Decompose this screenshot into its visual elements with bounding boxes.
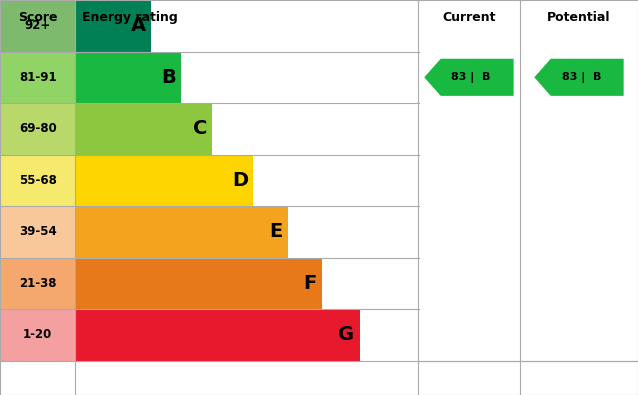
Bar [75,154,253,206]
Text: 21-38: 21-38 [19,277,56,290]
Bar [0,206,75,258]
Text: 69-80: 69-80 [19,122,57,135]
Text: E: E [269,222,283,241]
Text: C: C [193,119,207,138]
Text: 83 |  B: 83 | B [561,72,601,83]
Bar [75,103,212,154]
Text: 92+: 92+ [24,19,51,32]
Bar [0,154,75,206]
Bar [0,258,75,309]
Text: 39-54: 39-54 [19,226,57,239]
Bar [75,258,322,309]
Text: D: D [232,171,248,190]
Polygon shape [534,59,623,96]
Text: 83 |  B: 83 | B [452,72,491,83]
Text: 81-91: 81-91 [19,71,56,84]
Text: 55-68: 55-68 [19,174,57,187]
Text: Score: Score [18,11,57,24]
Polygon shape [424,59,514,96]
Bar [0,103,75,154]
Bar [75,0,151,51]
Text: Energy rating: Energy rating [82,11,177,24]
Bar [0,309,75,361]
Text: F: F [304,274,317,293]
Bar [75,206,288,258]
Text: 1-20: 1-20 [23,329,52,341]
Bar [75,309,360,361]
Text: G: G [338,325,355,344]
Text: A: A [130,16,145,35]
Text: Current: Current [442,11,496,24]
Text: B: B [161,68,176,87]
Bar [0,0,75,51]
Bar [75,51,181,103]
Text: Potential: Potential [547,11,611,24]
Bar [0,51,75,103]
